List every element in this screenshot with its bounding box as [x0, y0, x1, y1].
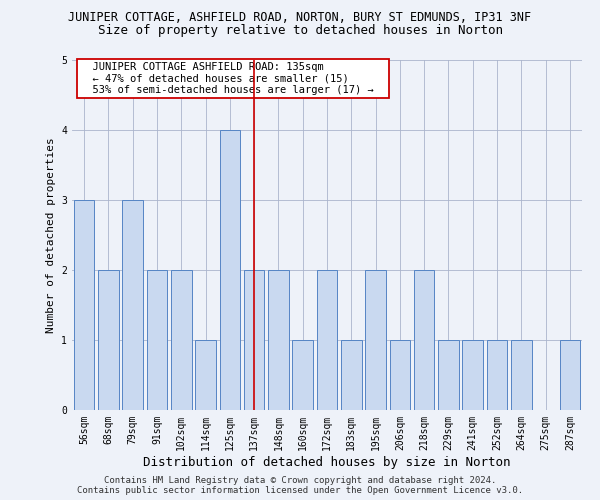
Bar: [98, 270, 119, 410]
Bar: [292, 340, 313, 410]
Bar: [220, 130, 240, 410]
Bar: [195, 340, 216, 410]
X-axis label: Distribution of detached houses by size in Norton: Distribution of detached houses by size …: [143, 456, 511, 468]
Bar: [560, 340, 580, 410]
Text: JUNIPER COTTAGE ASHFIELD ROAD: 135sqm  
  ← 47% of detached houses are smaller (: JUNIPER COTTAGE ASHFIELD ROAD: 135sqm ← …: [80, 62, 386, 95]
Bar: [146, 270, 167, 410]
Bar: [389, 340, 410, 410]
Bar: [171, 270, 191, 410]
Bar: [365, 270, 386, 410]
Bar: [487, 340, 508, 410]
Y-axis label: Number of detached properties: Number of detached properties: [46, 137, 56, 333]
Text: Size of property relative to detached houses in Norton: Size of property relative to detached ho…: [97, 24, 503, 37]
Bar: [74, 200, 94, 410]
Bar: [414, 270, 434, 410]
Text: Contains HM Land Registry data © Crown copyright and database right 2024.
Contai: Contains HM Land Registry data © Crown c…: [77, 476, 523, 495]
Bar: [438, 340, 459, 410]
Bar: [244, 270, 265, 410]
Bar: [463, 340, 483, 410]
Bar: [317, 270, 337, 410]
Bar: [511, 340, 532, 410]
Bar: [122, 200, 143, 410]
Bar: [341, 340, 362, 410]
Bar: [268, 270, 289, 410]
Text: JUNIPER COTTAGE, ASHFIELD ROAD, NORTON, BURY ST EDMUNDS, IP31 3NF: JUNIPER COTTAGE, ASHFIELD ROAD, NORTON, …: [68, 11, 532, 24]
